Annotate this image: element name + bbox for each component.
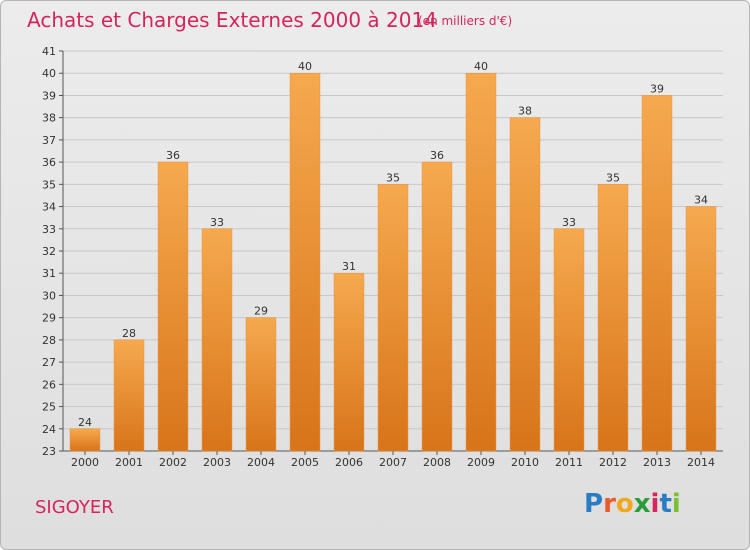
y-tick-label: 31 <box>42 267 56 280</box>
logo-letter: i <box>650 489 660 519</box>
x-tick-label: 2010 <box>511 456 539 469</box>
y-tick-label: 24 <box>42 423 56 436</box>
y-tick-label: 28 <box>42 334 56 347</box>
x-tick-label: 2003 <box>203 456 231 469</box>
y-tick-label: 40 <box>42 67 56 80</box>
x-tick-label: 2004 <box>247 456 275 469</box>
data-label: 35 <box>386 171 400 184</box>
x-tick-label: 2008 <box>423 456 451 469</box>
commune-name: SIGOYER <box>35 497 114 518</box>
y-tick-label: 41 <box>42 45 56 58</box>
x-tick-label: 2011 <box>555 456 583 469</box>
chart-subtitle: (en milliers d'€) <box>418 14 513 28</box>
y-tick-label: 32 <box>42 245 56 258</box>
bar <box>245 317 277 452</box>
data-label: 35 <box>606 171 620 184</box>
y-tick-label: 39 <box>42 89 56 102</box>
data-label: 36 <box>166 149 180 162</box>
logo-letter: r <box>603 489 616 519</box>
y-tick-label: 38 <box>42 112 56 125</box>
bar <box>113 339 145 452</box>
y-tick-label: 29 <box>42 312 56 325</box>
data-label: 34 <box>694 194 708 207</box>
data-label: 31 <box>342 260 356 273</box>
bar <box>509 117 541 452</box>
logo-letter: P <box>584 489 604 519</box>
x-tick-label: 2000 <box>71 456 99 469</box>
bar <box>685 206 717 452</box>
data-label: 28 <box>122 327 136 340</box>
logo-letter: t <box>659 489 672 519</box>
data-label: 39 <box>650 82 664 95</box>
bar <box>597 184 629 452</box>
y-tick-label: 27 <box>42 356 56 369</box>
bar <box>641 95 673 452</box>
bar <box>289 72 321 452</box>
bar <box>377 184 409 452</box>
chart-title: Achats et Charges Externes 2000 à 2014 <box>27 8 437 32</box>
y-tick-label: 26 <box>42 378 56 391</box>
bar <box>201 228 233 452</box>
x-tick-label: 2013 <box>643 456 671 469</box>
axes: 23 24 25 26 27 28 29 30 31 32 33 34 35 36 37 38 39 40 41 20… <box>42 45 723 469</box>
x-tick-label: 2014 <box>687 456 715 469</box>
bar <box>69 428 101 452</box>
x-tick-label: 2002 <box>159 456 187 469</box>
x-tick-label: 2006 <box>335 456 363 469</box>
x-tick-label: 2001 <box>115 456 143 469</box>
bar <box>333 272 365 452</box>
x-tick-label: 2007 <box>379 456 407 469</box>
x-tick-label: 2009 <box>467 456 495 469</box>
data-label: 40 <box>298 60 312 73</box>
y-tick-label: 30 <box>42 289 56 302</box>
logo-letter: o <box>615 489 634 519</box>
bar <box>157 161 189 452</box>
bar <box>421 161 453 452</box>
x-tick-label: 2005 <box>291 456 319 469</box>
y-tick-label: 25 <box>42 401 56 414</box>
logo-letter: i <box>671 489 681 519</box>
data-label: 33 <box>562 216 576 229</box>
data-label: 24 <box>78 416 92 429</box>
y-tick-label: 35 <box>42 178 56 191</box>
y-tick-label: 34 <box>42 201 56 214</box>
x-tick-label: 2012 <box>599 456 627 469</box>
data-label: 29 <box>254 305 268 318</box>
data-label: 40 <box>474 60 488 73</box>
logo-letter: x <box>633 489 651 519</box>
data-label: 33 <box>210 216 224 229</box>
y-tick-label: 33 <box>42 223 56 236</box>
y-tick-label: 36 <box>42 156 56 169</box>
data-labels: 24 28 36 33 29 40 31 35 36 40 38 33 35 39 34 <box>78 60 708 429</box>
y-tick-label: 37 <box>42 134 56 147</box>
data-label: 38 <box>518 105 532 118</box>
y-tick-label: 23 <box>42 445 56 458</box>
bar <box>553 228 585 452</box>
bar <box>465 72 497 452</box>
bars <box>69 72 717 452</box>
data-label: 36 <box>430 149 444 162</box>
proxiti-logo: Proxiti <box>584 489 681 519</box>
